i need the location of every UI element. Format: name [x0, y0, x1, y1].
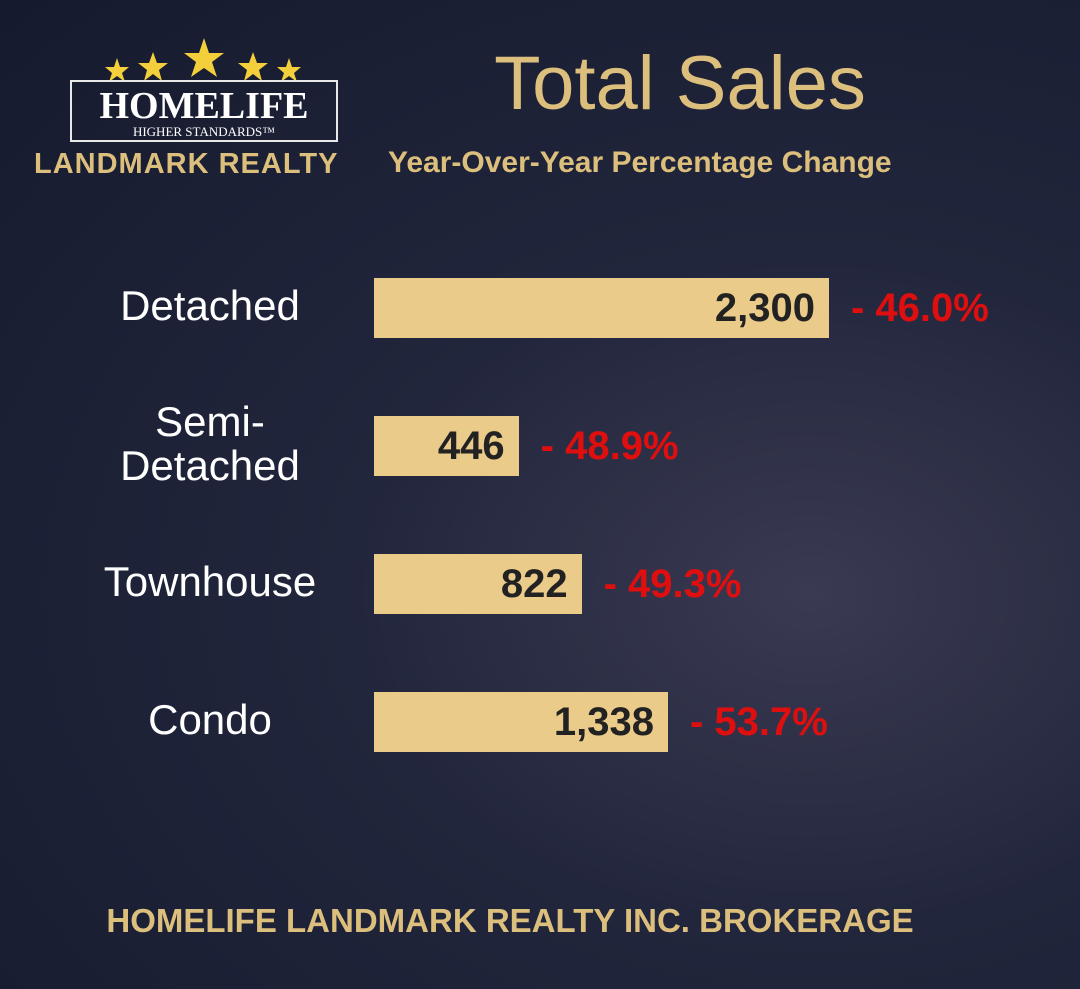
change-label: - 53.7% [689, 700, 828, 744]
chart-title: Total Sales [494, 41, 866, 126]
value-label: 822 [500, 562, 568, 606]
logo-tagline: HIGHER STANDARDS™ [132, 124, 276, 139]
category-label: Detached [120, 282, 300, 329]
change-label: - 49.3% [603, 562, 742, 606]
bar [374, 692, 668, 752]
category-label: Semi- Detached [120, 398, 300, 489]
change-label: - 46.0% [851, 286, 989, 330]
chart-subtitle: Year-Over-Year Percentage Change [388, 146, 892, 179]
value-label: 1,338 [553, 700, 654, 744]
category-label: Townhouse [103, 558, 317, 605]
footer: HOMELIFE LANDMARK REALTY INC. BROKERAGE [106, 902, 914, 939]
change-label: - 48.9% [540, 424, 679, 468]
stars [105, 38, 301, 82]
logo-box [70, 80, 338, 142]
value-label: 2,300 [714, 286, 815, 330]
bar [374, 554, 582, 614]
logo-name: HOMELIFE [99, 85, 309, 127]
bar [374, 416, 519, 476]
value-label: 446 [437, 424, 505, 468]
category-label: Condo [148, 696, 272, 743]
company-name: LANDMARK REALTY [34, 148, 339, 180]
bar [374, 278, 829, 338]
